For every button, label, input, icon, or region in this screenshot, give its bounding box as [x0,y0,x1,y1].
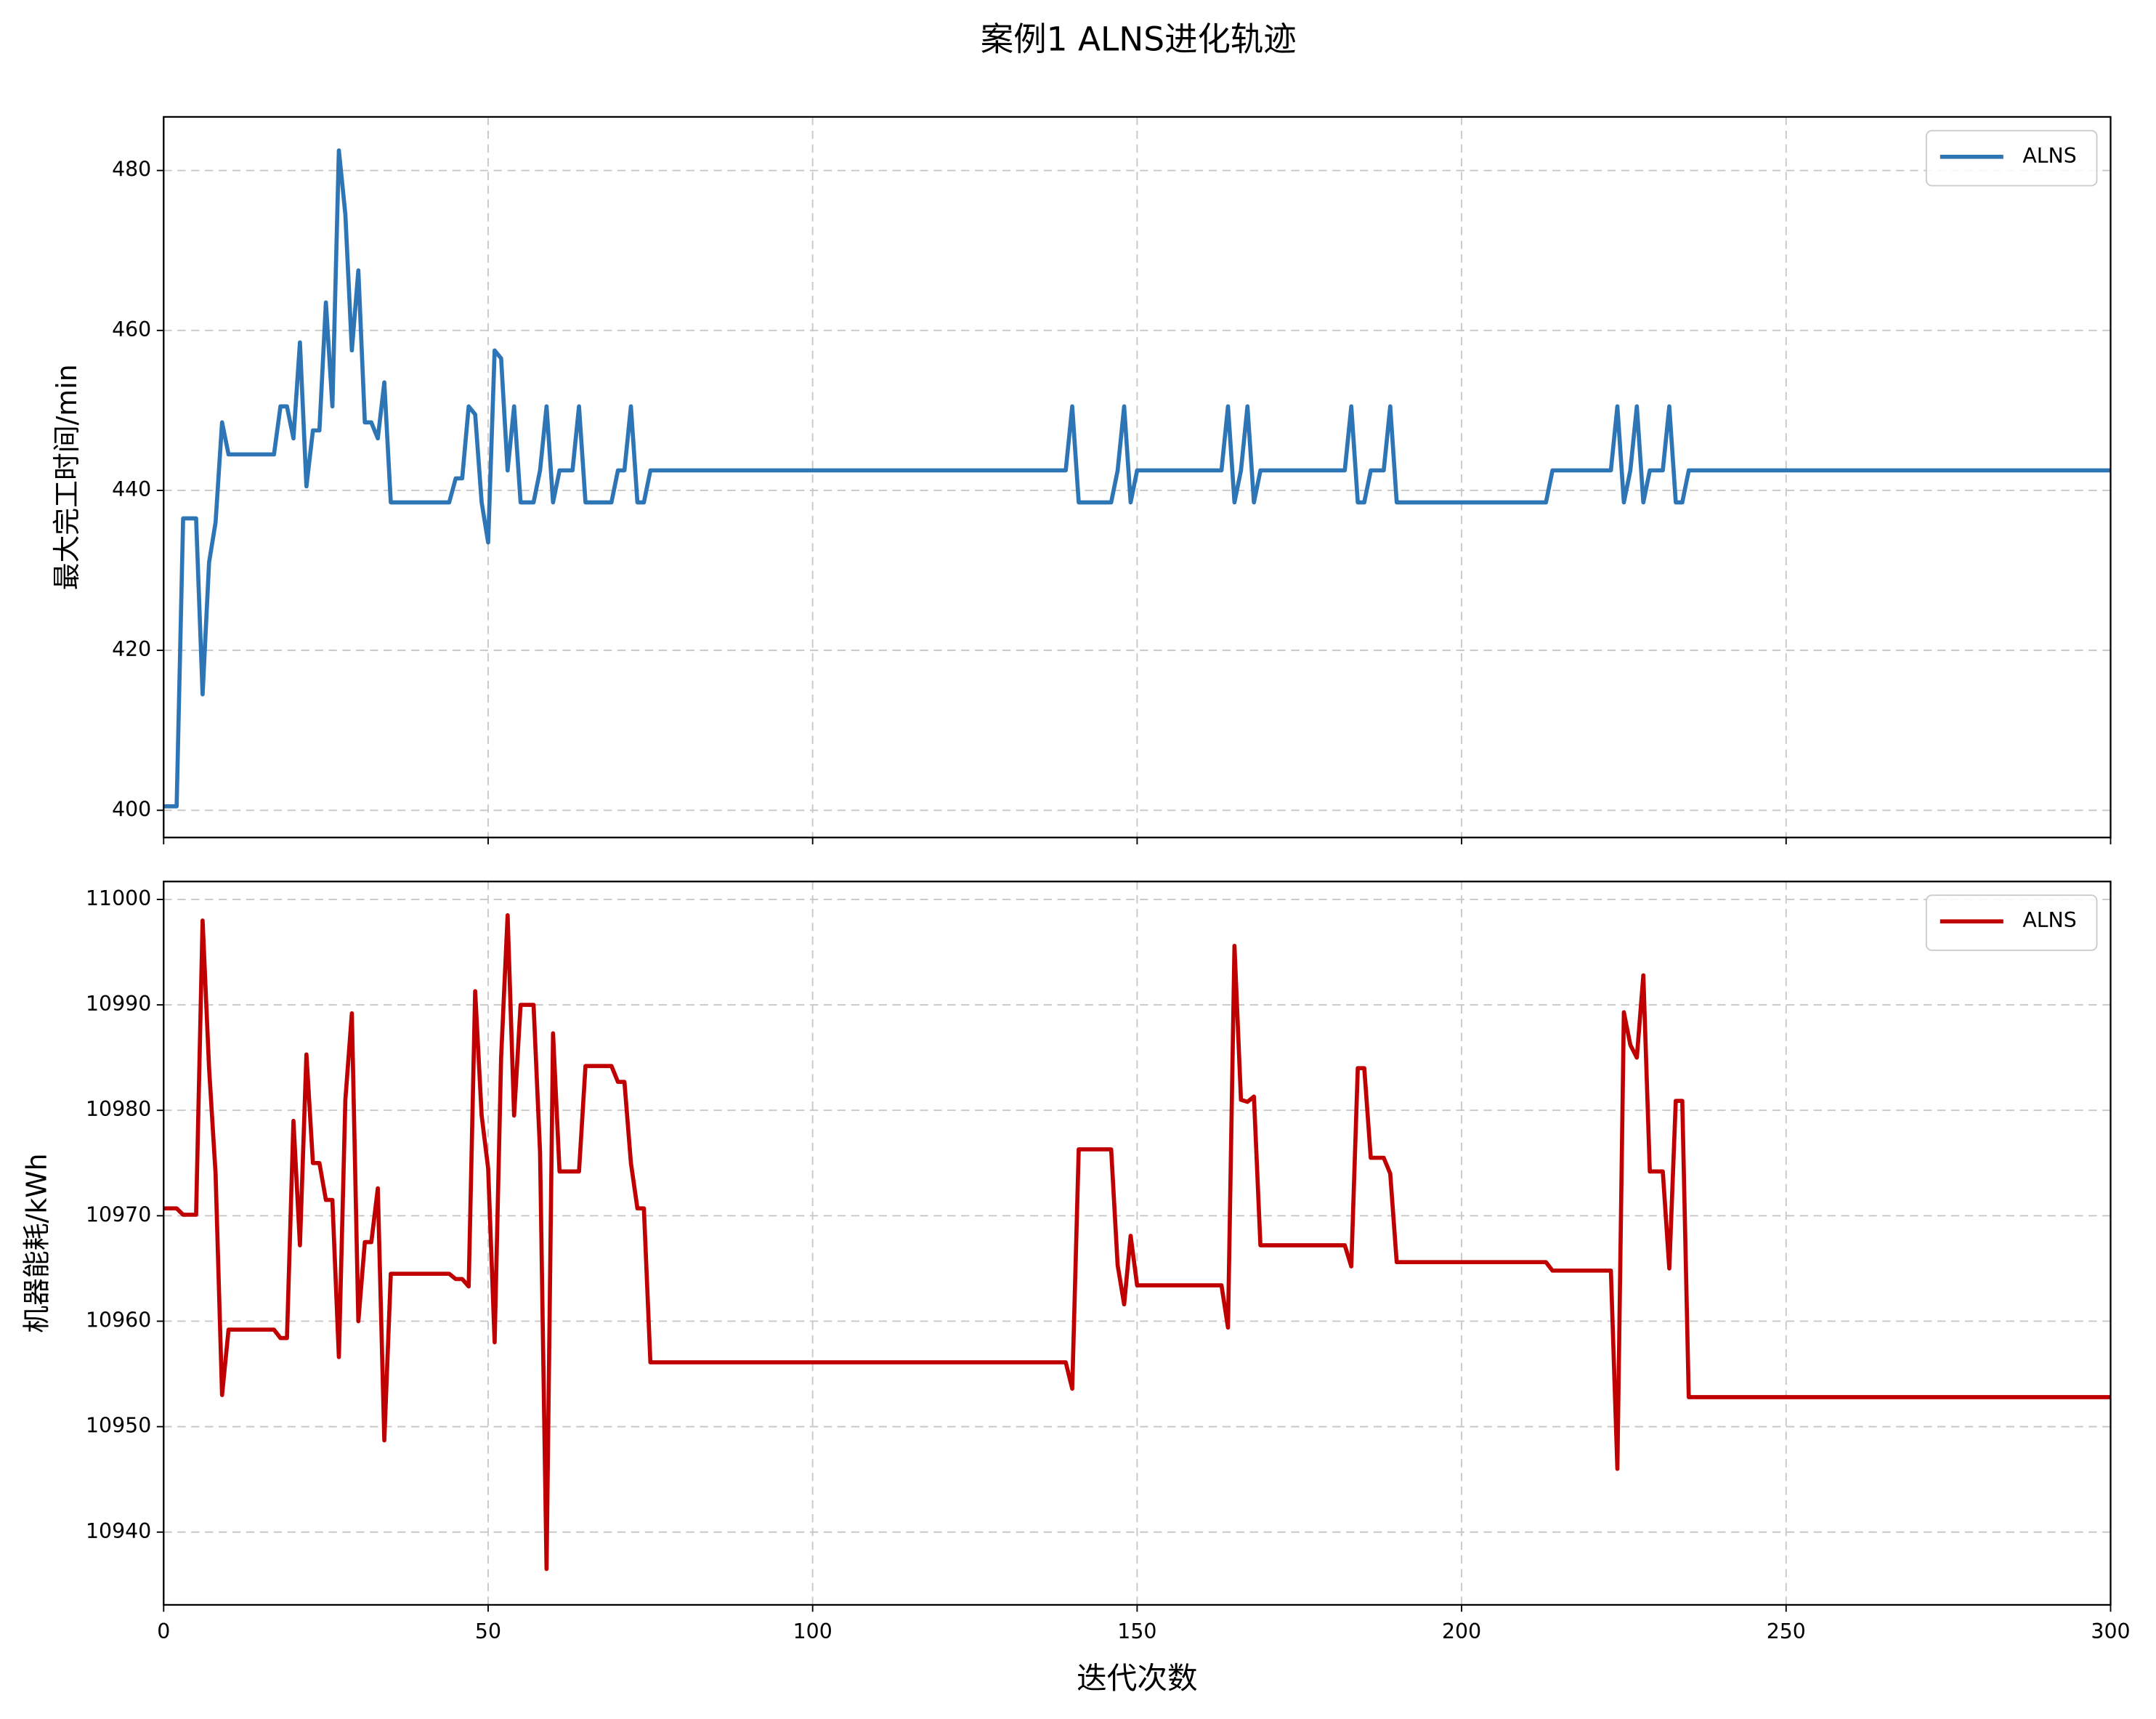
x-tick-label: 200 [1442,1619,1481,1643]
y-tick-label: 420 [112,637,151,661]
y-tick-label: 460 [112,317,151,341]
data-line [163,913,2111,1572]
data-line [163,148,2111,809]
x-axis-label: 迭代次数 [1077,1660,1198,1696]
y-tick-label: 10990 [86,992,151,1016]
y-tick-label: 400 [112,797,151,821]
y-tick-label: 10980 [86,1097,151,1121]
y-tick-label: 440 [112,477,151,501]
y-tick-label: 10960 [86,1308,151,1332]
y-axis-label: 最大完工时间/min [51,364,83,590]
x-tick-label: 50 [475,1619,501,1643]
y-tick-label: 10970 [86,1202,151,1226]
y-tick-label: 10950 [86,1414,151,1438]
legend-box [1925,129,2098,187]
y-tick-label: 10940 [86,1519,151,1543]
x-tick-label: 0 [157,1619,170,1643]
x-tick-label: 250 [1767,1619,1806,1643]
y-tick-label: 480 [112,158,151,182]
y-tick-label: 11000 [86,886,151,910]
plot-frame [163,881,2112,1606]
legend-box [1925,894,2098,951]
figure-title: 案例1 ALNS进化轨迹 [981,20,1297,58]
y-axis-label: 机器能耗/kWh [21,1153,53,1332]
legend-label: ALNS [2022,908,2076,932]
legend-label: ALNS [2022,144,2076,168]
x-tick-label: 300 [2091,1619,2130,1643]
x-tick-label: 100 [793,1619,832,1643]
x-tick-label: 150 [1117,1619,1156,1643]
plot-frame [163,116,2112,838]
